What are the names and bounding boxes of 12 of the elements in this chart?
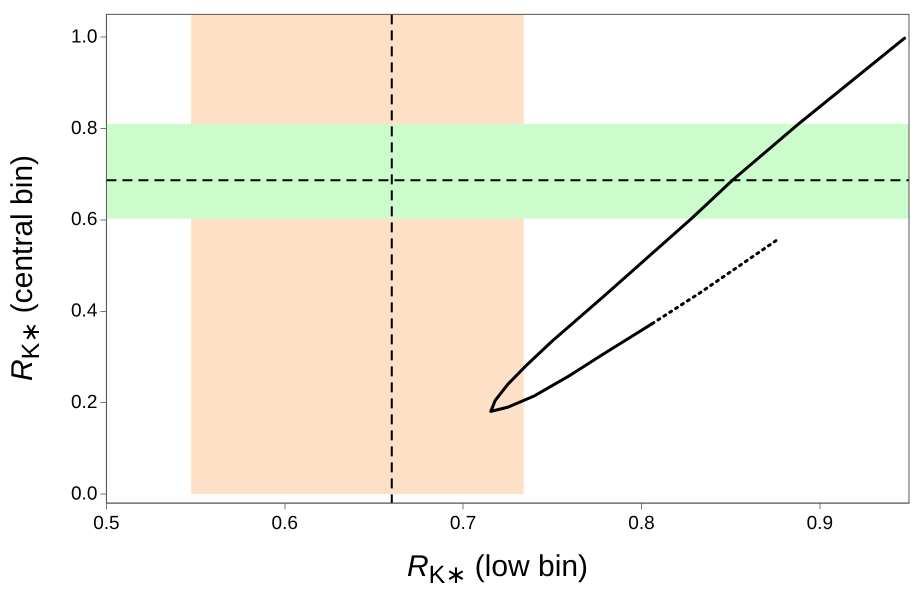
y-tick-label: 0.8 — [70, 118, 98, 139]
x-tick-label: 0.5 — [93, 512, 120, 534]
y-tick-label: 0.0 — [70, 483, 98, 504]
x-axis-title: R$_{K∗}$ (low bin) — [406, 550, 590, 590]
y-tick-label: 0.2 — [70, 392, 98, 413]
y-tick-label: 0.6 — [70, 209, 98, 230]
x-tick-label: 0.9 — [806, 512, 834, 534]
y-tick-label: 1.0 — [70, 26, 98, 48]
y-tick-label: 0.4 — [70, 300, 98, 322]
x-tick-label: 0.7 — [450, 512, 476, 534]
x-tick-label: 0.8 — [628, 512, 655, 534]
x-tick-label: 0.6 — [272, 512, 298, 534]
